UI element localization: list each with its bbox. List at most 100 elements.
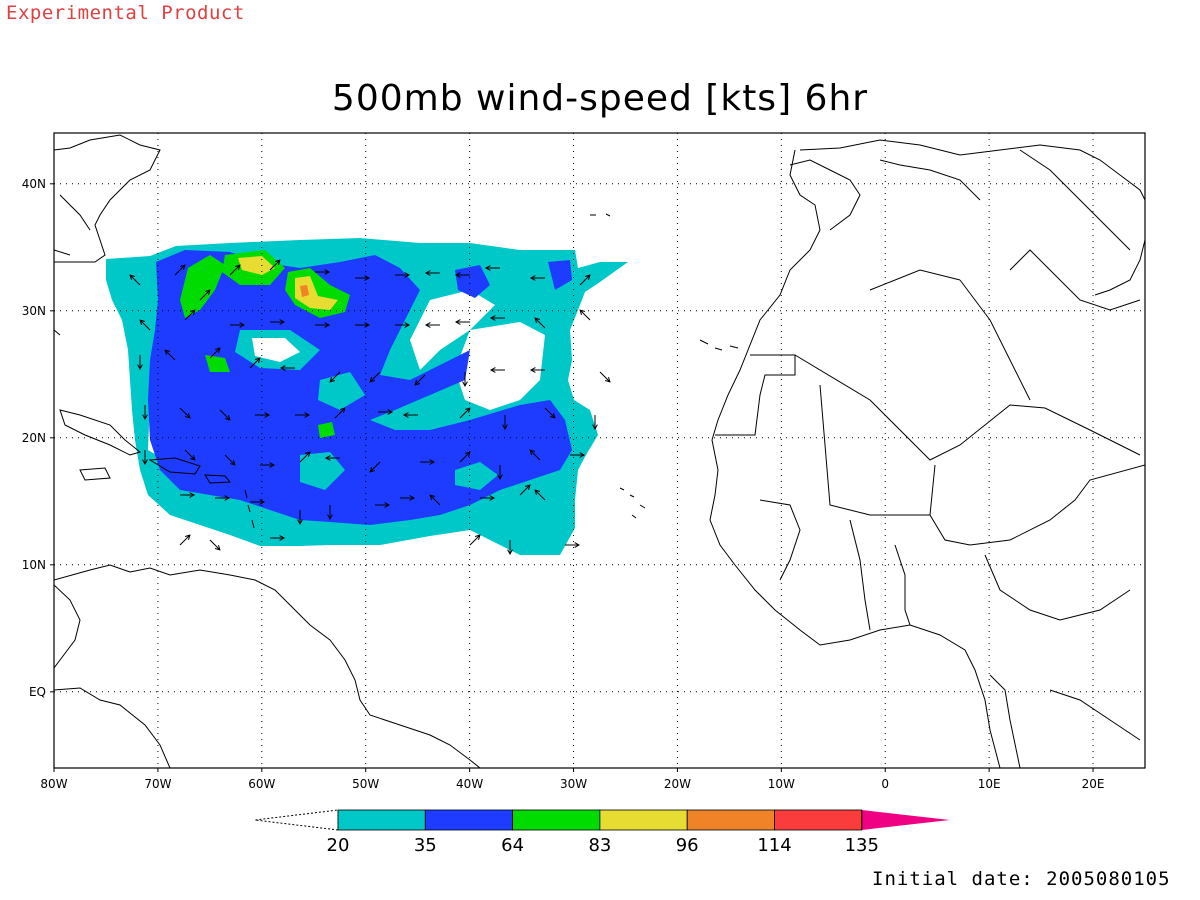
wind-arrow [592, 415, 598, 431]
colorbar-label: 135 [845, 835, 879, 856]
wind-arrow [315, 322, 331, 328]
wind-arrow [400, 495, 416, 501]
x-tick-label: 30W [560, 777, 587, 791]
wind-arrow [469, 534, 481, 546]
wind-arrow [454, 319, 470, 325]
wind-arrow [414, 374, 426, 386]
wind-arrow [219, 409, 231, 421]
wind-arrow [484, 265, 500, 271]
x-tick-label: 20W [664, 777, 691, 791]
wind-arrow [209, 539, 221, 551]
coastlines [54, 134, 1145, 768]
wind-arrow [295, 412, 311, 418]
x-tick-label: 40W [456, 777, 483, 791]
wind-arrow [270, 535, 286, 541]
wind-arrow [378, 409, 394, 415]
wind-arrow [260, 462, 276, 468]
wind-arrow [355, 275, 371, 281]
colorbar-right-arrow [861, 810, 950, 830]
wind-arrow [142, 450, 148, 466]
y-tick-label: 40N [22, 177, 46, 191]
colorbar-label: 83 [588, 835, 611, 856]
wind-arrow [579, 309, 591, 321]
x-tick-label: 20E [1082, 777, 1105, 791]
wind-arrow [375, 502, 391, 508]
wind-arrow [329, 371, 341, 383]
wind-arrow [184, 449, 196, 461]
colorbar-label: 114 [757, 835, 791, 856]
x-tick-label: 50W [352, 777, 379, 791]
colorbar-segment [686, 809, 775, 831]
colorbar-segment [774, 809, 863, 831]
y-tick-label: EQ [29, 685, 46, 699]
wind-arrow [229, 264, 241, 276]
wind-arrow [249, 357, 261, 369]
wind-arrow [129, 274, 141, 286]
wind-band-83-96 [238, 256, 275, 275]
wind-speed-shading [106, 238, 628, 555]
wind-arrow [279, 365, 295, 371]
wind-band-96-114 [300, 285, 309, 297]
colorbar-label: 64 [501, 835, 524, 856]
wind-arrow [142, 405, 148, 421]
y-tick-label: 20N [22, 431, 46, 445]
wind-arrow [209, 347, 221, 359]
initial-date: Initial date: 2005080105 [872, 868, 1171, 890]
wind-arrow [534, 317, 546, 329]
wind-arrow [324, 455, 340, 461]
colorbar-segment [337, 809, 426, 831]
colorbar-label: 35 [414, 835, 437, 856]
wind-arrow [369, 461, 381, 473]
wind-band-64-83 [180, 255, 225, 318]
wind-arrow [519, 484, 531, 496]
wind-arrow [424, 322, 440, 328]
wind-arrow [327, 505, 333, 521]
x-tick-label: 0 [881, 777, 889, 791]
wind-arrow [420, 459, 436, 465]
colorbar-label: 20 [327, 835, 350, 856]
wind-arrow [250, 499, 266, 505]
wind-arrow [507, 540, 513, 556]
wind-arrow [395, 322, 411, 328]
wind-arrow [369, 371, 381, 383]
colorbar-label: 96 [676, 835, 699, 856]
x-axis: 80W 70W 60W 50W 40W 30W 20W 10W 0 10E 20E [40, 768, 1104, 791]
wind-arrow [315, 269, 331, 275]
wind-vectors [129, 259, 611, 556]
wind-arrow [529, 367, 545, 373]
wind-arrow [489, 367, 505, 373]
wind-arrow [299, 451, 311, 463]
y-tick-label: 30N [22, 304, 46, 318]
wind-arrow [269, 259, 281, 271]
wind-arrow [429, 494, 441, 506]
wind-arrow [459, 451, 471, 463]
wind-arrow [570, 452, 586, 458]
wind-arrow [544, 407, 556, 419]
map-frame [53, 132, 1146, 769]
wind-arrow [164, 349, 176, 361]
colorbar: 20 35 64 83 96 114 135 [254, 809, 950, 856]
wind-arrow [355, 322, 371, 328]
x-tick-label: 10W [768, 777, 795, 791]
wind-arrow [529, 449, 541, 461]
y-axis: 40N 30N 20N 10N EQ [22, 177, 54, 699]
colorbar-segment [424, 809, 513, 831]
wind-arrow [180, 492, 196, 498]
wind-arrow [179, 534, 191, 546]
wind-arrow [270, 319, 286, 325]
wind-arrow [462, 372, 468, 388]
y-tick-label: 10N [22, 558, 46, 572]
wind-arrow [565, 542, 581, 548]
chart-title: 500mb wind-speed [kts] 6hr [331, 78, 869, 119]
x-tick-label: 10E [978, 777, 1001, 791]
wind-arrow [174, 264, 186, 276]
wind-arrow [199, 289, 211, 301]
wind-arrow [224, 454, 236, 466]
wind-arrow [395, 272, 411, 278]
wind-arrow [334, 407, 346, 419]
experimental-product-label: Experimental Product [6, 2, 245, 24]
wind-arrow [179, 407, 191, 419]
x-tick-label: 70W [144, 777, 171, 791]
colorbar-segment [599, 809, 688, 831]
